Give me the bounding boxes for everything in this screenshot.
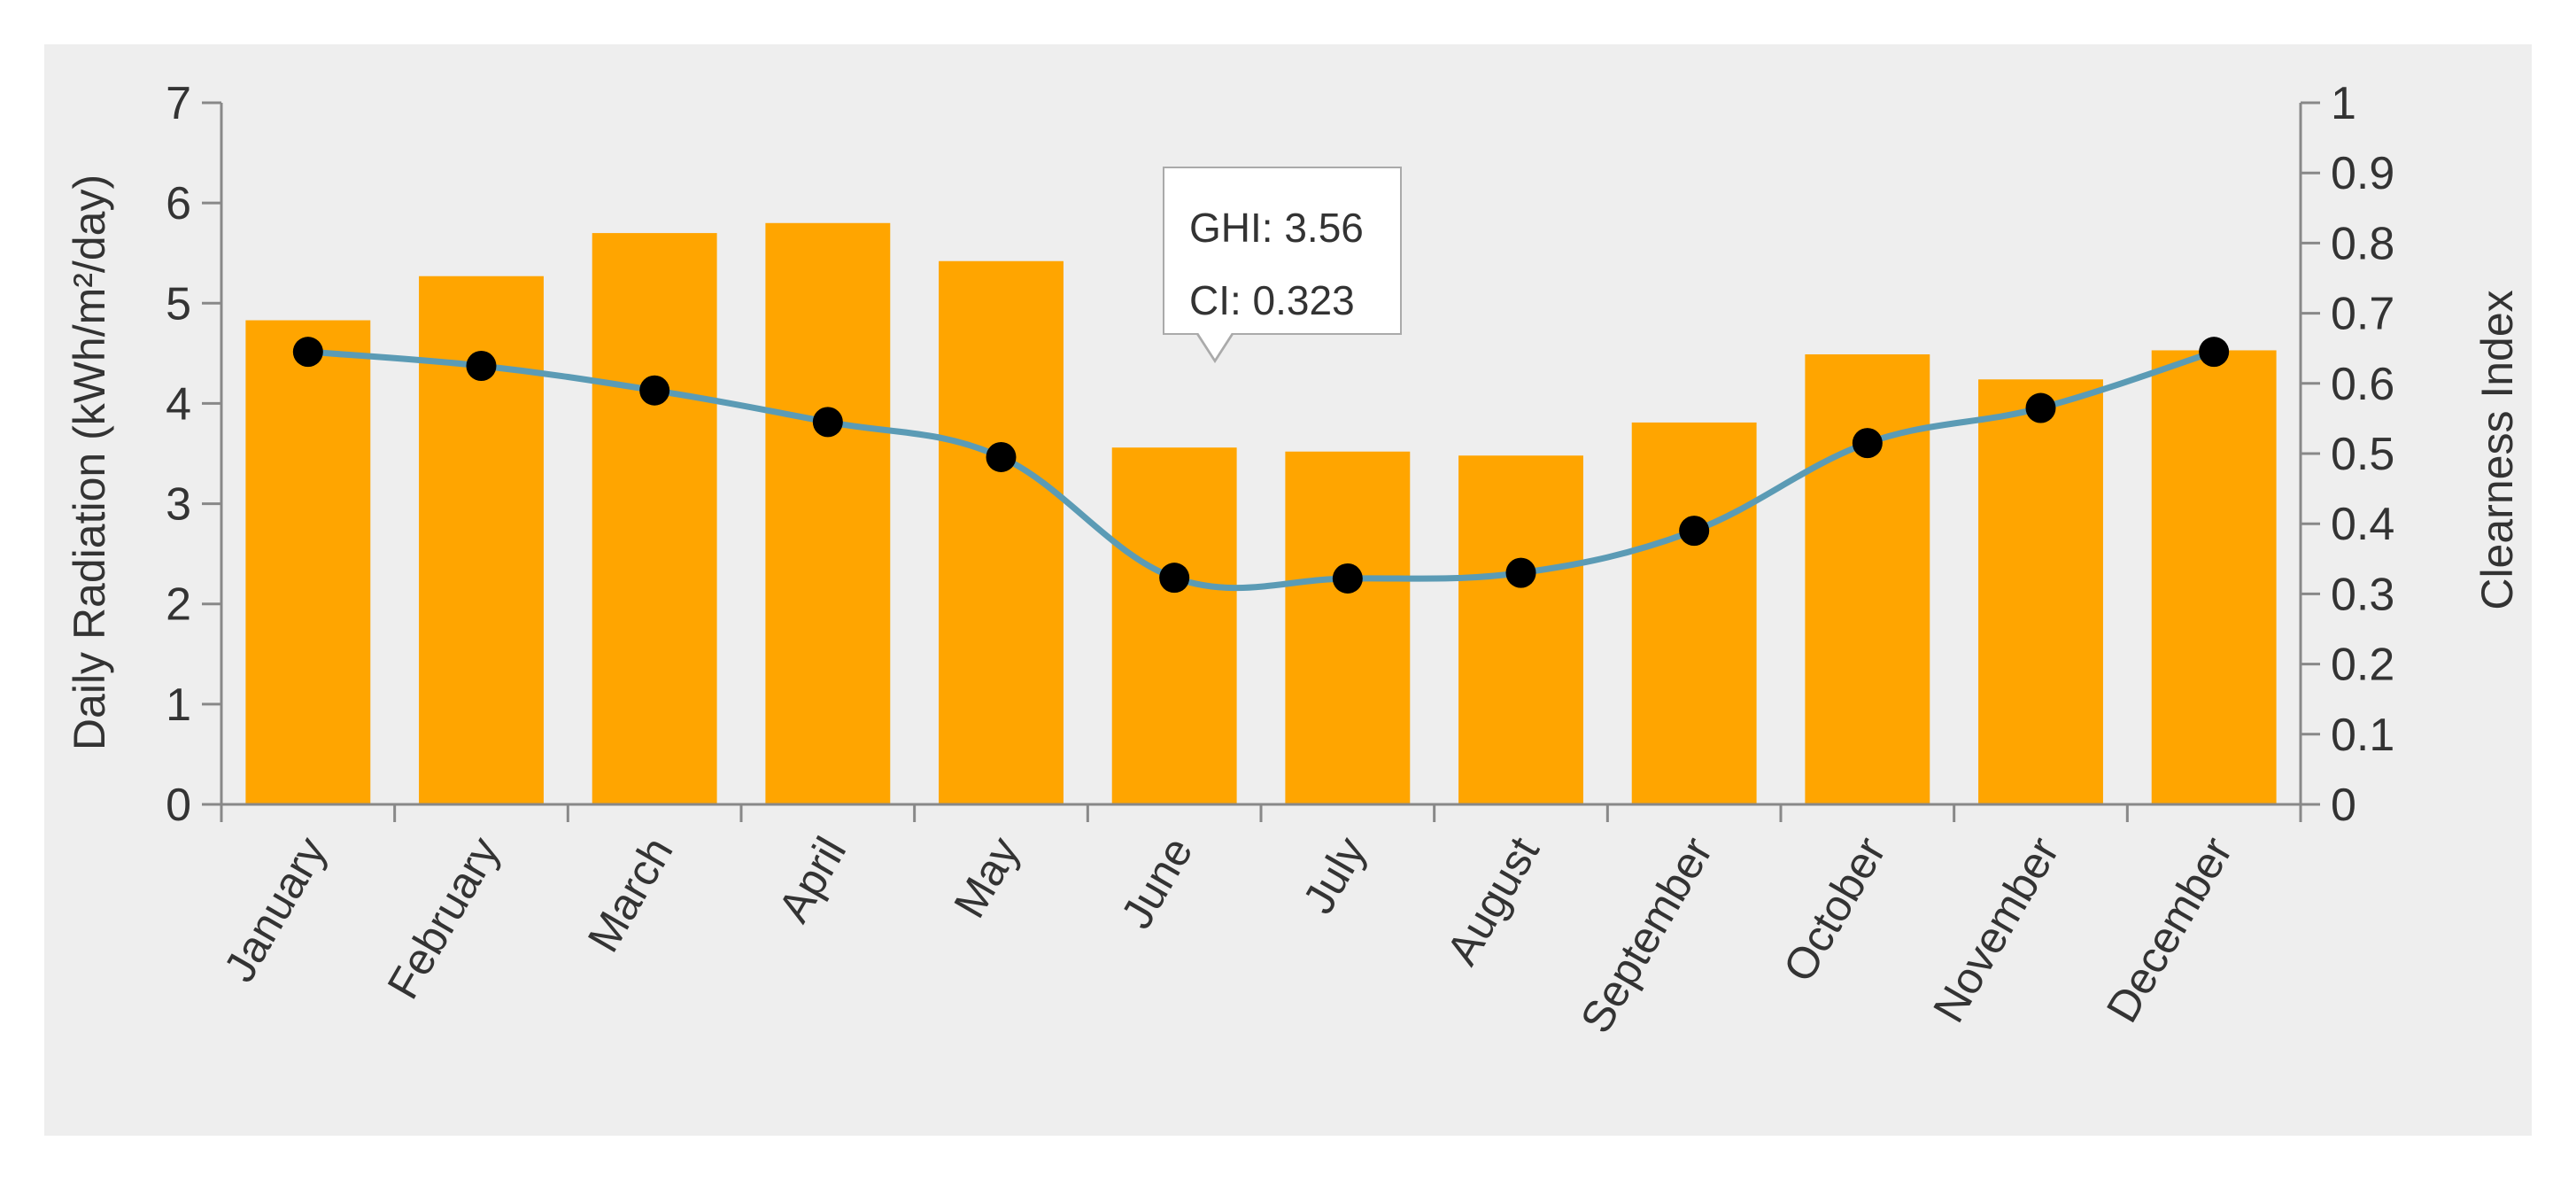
x-tick-label: July [1293, 829, 1375, 922]
y2-tick-label: 1 [2331, 78, 2356, 129]
y2-tick-label: 0.8 [2331, 218, 2394, 269]
x-tick-label: September [1571, 828, 1722, 1041]
bar-september [1631, 422, 1757, 804]
y2-tick-label: 0.4 [2331, 499, 2394, 550]
ci-point-september [1679, 516, 1710, 547]
ci-point-april [812, 407, 843, 438]
y-tick-label: 5 [166, 278, 191, 330]
x-tick-label: December [2097, 829, 2242, 1031]
bar-may [939, 260, 1064, 804]
y-tick-label: 2 [166, 579, 191, 631]
ci-point-june [1159, 563, 1190, 594]
y2-tick-label: 0.5 [2331, 429, 2394, 480]
x-tick-label: October [1774, 829, 1895, 990]
y2-tick-label: 0 [2331, 780, 2356, 831]
ci-line [307, 348, 2216, 592]
x-tick-label: February [377, 829, 509, 1007]
y-tick-label: 0 [166, 780, 191, 831]
bar-january [245, 320, 371, 804]
bar-november [1978, 379, 2103, 804]
y2-tick-label: 0.2 [2331, 640, 2394, 691]
tooltip-ci: CI: 0.323 [1189, 277, 1355, 323]
y2-tick-label: 0.6 [2331, 359, 2394, 410]
bar-august [1458, 455, 1583, 804]
ci-point-august [1505, 557, 1536, 588]
bar-december [2151, 350, 2277, 804]
y-axis-title: Daily Radiation (kWh/m²/day) [65, 175, 114, 750]
tooltip-ghi: GHI: 3.56 [1189, 205, 1364, 251]
ci-point-october [1852, 428, 1883, 459]
y-tick-label: 6 [166, 178, 191, 229]
x-tick-label: August [1437, 828, 1549, 973]
x-tick-label: November [1923, 829, 2069, 1031]
ci-point-july [1332, 563, 1363, 594]
y2-axis-title: Clearness Index [2472, 290, 2522, 609]
tooltip-pointer-fill [1197, 331, 1233, 359]
y-tick-label: 3 [166, 479, 191, 531]
bar-july [1285, 451, 1411, 804]
ci-point-january [292, 337, 323, 368]
x-tick-label: April [769, 828, 856, 930]
ci-point-december [2199, 337, 2230, 368]
bar-june [1111, 447, 1237, 804]
y2-tick-label: 0.1 [2331, 710, 2394, 761]
bar-october [1805, 353, 1930, 804]
x-tick-label: May [944, 829, 1029, 927]
ci-point-february [466, 351, 497, 381]
bar-april [765, 222, 891, 804]
data-tooltip: GHI: 3.56 CI: 0.323 [1163, 167, 1402, 335]
y-tick-label: 7 [166, 78, 191, 129]
y-tick-label: 1 [166, 679, 191, 731]
ci-point-may [986, 441, 1017, 472]
ci-point-november [2025, 392, 2056, 423]
bar-march [592, 233, 717, 805]
y2-tick-label: 0.3 [2331, 569, 2394, 620]
y2-tick-label: 0.9 [2331, 148, 2394, 199]
x-tick-label: January [214, 829, 336, 990]
ci-point-march [639, 375, 670, 406]
y-tick-label: 4 [166, 378, 191, 430]
x-tick-label: March [578, 829, 683, 960]
y2-tick-label: 0.7 [2331, 289, 2394, 340]
x-tick-label: June [1111, 829, 1203, 937]
